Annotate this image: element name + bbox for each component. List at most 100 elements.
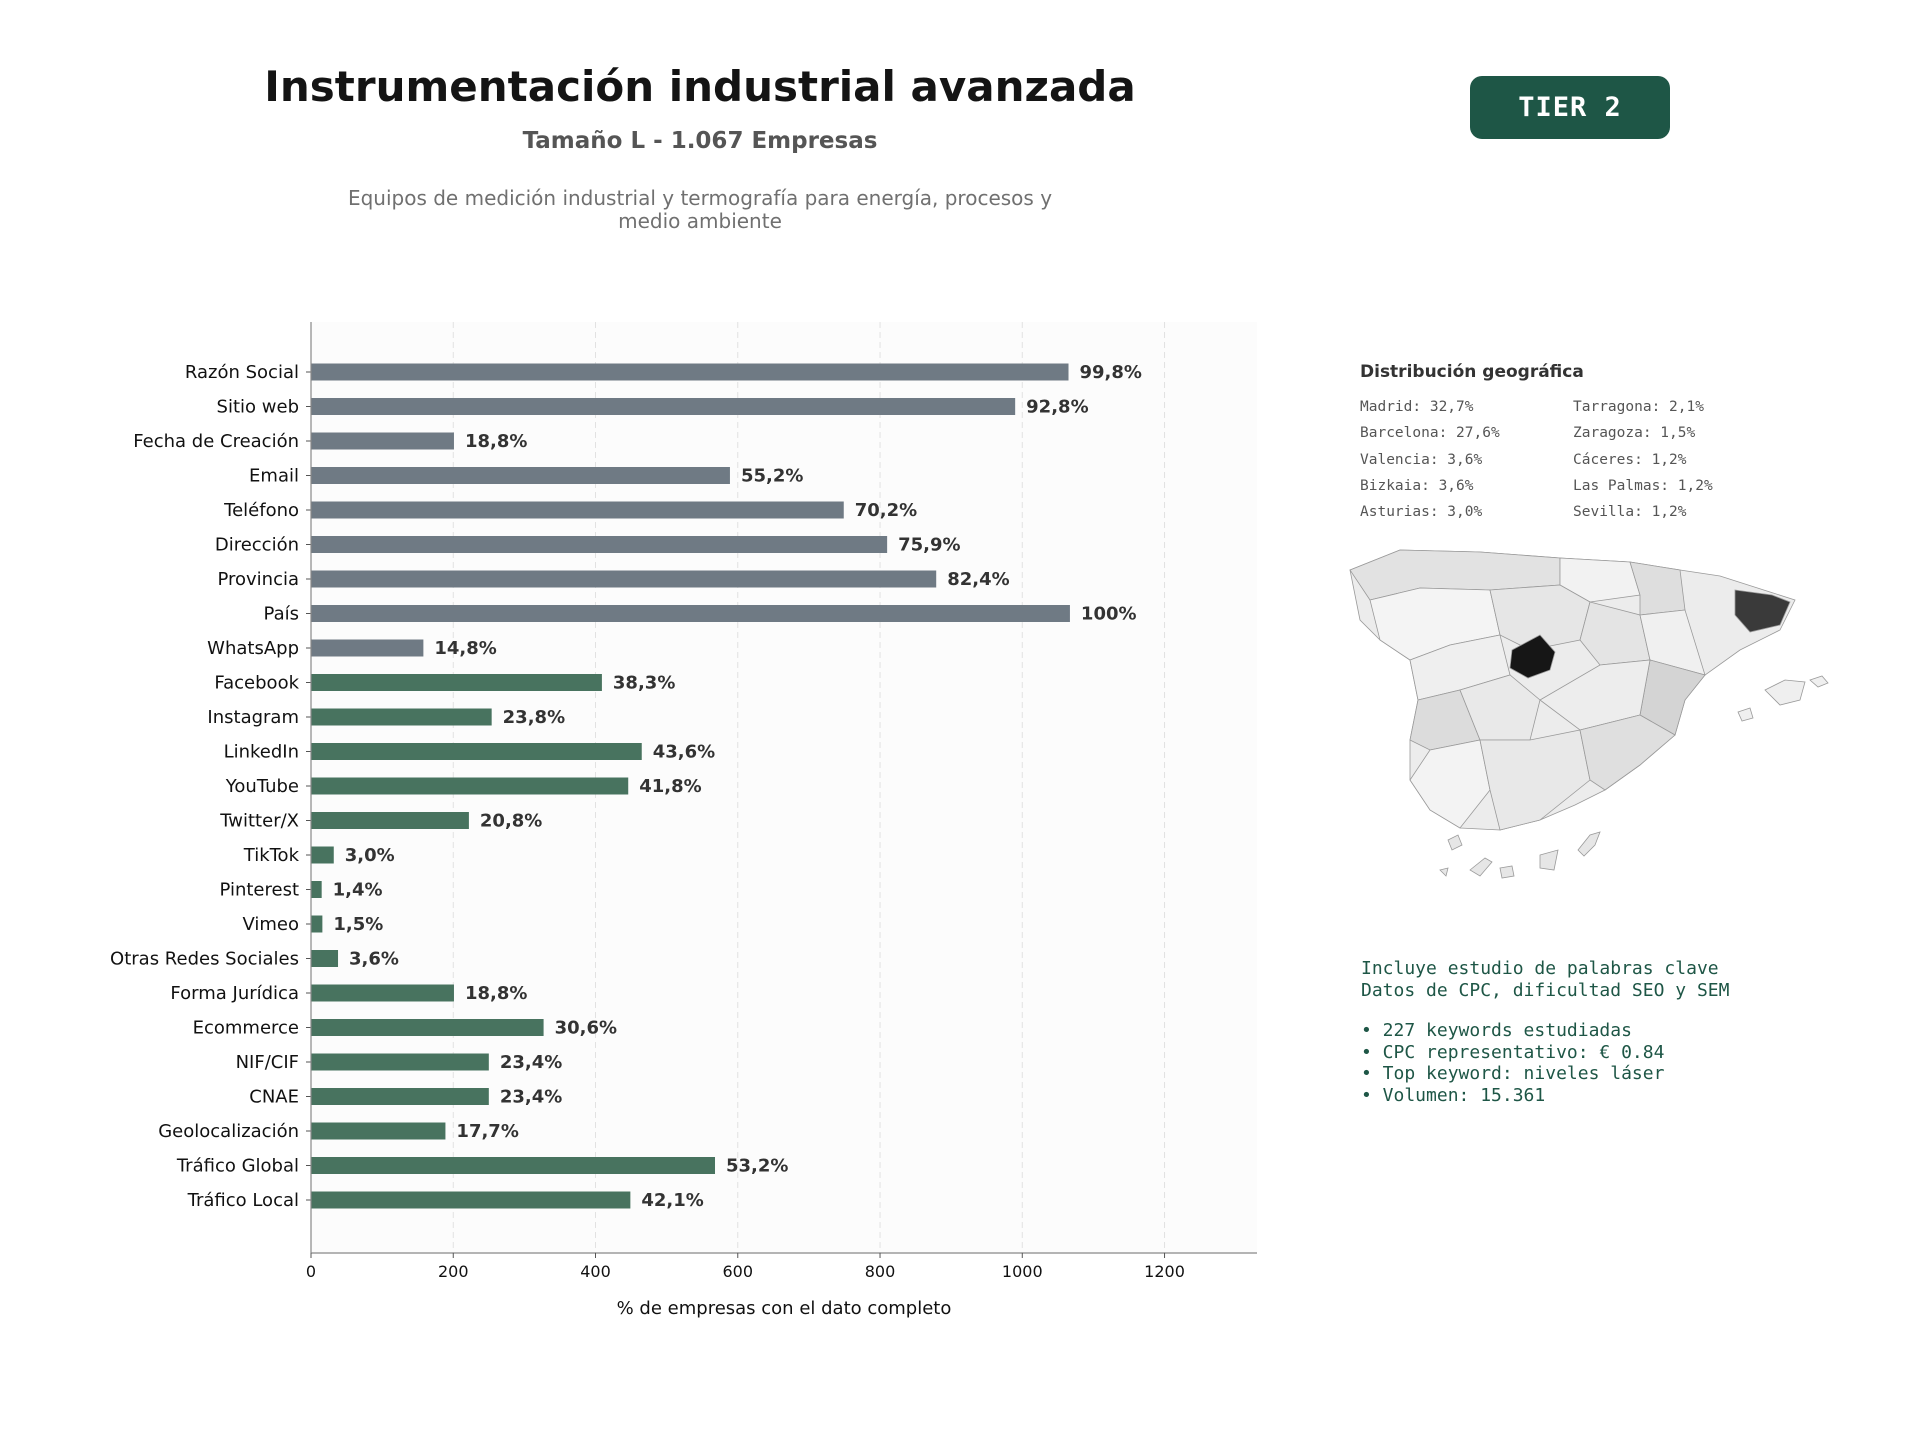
geo-item: Tarragona: 2,1%	[1573, 399, 1704, 415]
data-label: 38,3%	[613, 673, 675, 694]
category-label: Twitter/X	[219, 811, 299, 832]
seo-bullet: • CPC representativo: € 0.84	[1361, 1041, 1665, 1063]
data-label: 42,1%	[641, 1190, 703, 1211]
seo-line: Datos de CPC, dificultad SEO y SEM	[1361, 979, 1730, 1001]
tier-badge: TIER 2	[1470, 76, 1670, 139]
data-label: 75,9%	[898, 535, 960, 556]
page-title: Instrumentación industrial avanzada	[264, 62, 1136, 111]
x-tick-label: 600	[722, 1262, 753, 1281]
category-label: Ecommerce	[193, 1018, 299, 1039]
geo-item: Valencia: 3,6%	[1360, 451, 1483, 468]
category-label: Email	[249, 466, 299, 487]
bar	[311, 398, 1016, 415]
data-label: 18,8%	[465, 431, 527, 452]
geo-item: Asturias: 3,0%	[1360, 504, 1483, 521]
page-subtitle: Tamaño L - 1.067 Empresas	[522, 128, 878, 154]
category-label: YouTube	[225, 776, 299, 797]
bar	[311, 984, 454, 1002]
category-label: CNAE	[249, 1087, 299, 1108]
geo-item: Cáceres: 1,2%	[1573, 451, 1687, 468]
category-label: NIF/CIF	[236, 1052, 299, 1073]
data-label: 23,4%	[500, 1087, 562, 1108]
bar	[311, 467, 730, 484]
geo-list-left: Madrid: 32,7% Barcelona: 27,6% Valencia:…	[1360, 399, 1500, 530]
category-label: Pinterest	[219, 880, 299, 901]
bar	[311, 605, 1070, 622]
geo-list-right: Tarragona: 2,1% Zaragoza: 1,5% Cáceres: …	[1573, 399, 1713, 530]
geo-item: Las Palmas: 1,2%	[1573, 477, 1713, 494]
geo-item: Barcelona: 27,6%	[1360, 425, 1500, 442]
data-label: 82,4%	[947, 569, 1009, 590]
bar	[311, 743, 642, 760]
category-label: TikTok	[243, 845, 300, 866]
data-label: 18,8%	[465, 983, 527, 1004]
category-label: Tráfico Local	[187, 1190, 299, 1211]
x-tick-label: 1200	[1144, 1262, 1185, 1281]
category-label: Teléfono	[223, 500, 299, 521]
data-label: 92,8%	[1026, 397, 1088, 418]
category-label: Dirección	[215, 535, 299, 556]
data-label: 99,8%	[1080, 362, 1142, 383]
bar	[311, 501, 844, 519]
category-label: Instagram	[207, 707, 299, 728]
category-label: Geolocalización	[158, 1121, 299, 1142]
x-tick-label: 200	[438, 1262, 469, 1281]
category-label: WhatsApp	[207, 638, 299, 659]
bar	[311, 674, 602, 691]
category-label: Tráfico Global	[176, 1156, 299, 1177]
spain-map	[1349, 549, 1829, 879]
bar	[311, 1088, 489, 1105]
category-label: Facebook	[214, 673, 299, 694]
category-label: Fecha de Creación	[133, 431, 299, 452]
bar	[311, 1157, 716, 1174]
x-tick-label: 800	[865, 1262, 896, 1281]
x-tick-label: 0	[306, 1262, 316, 1281]
data-label: 55,2%	[741, 466, 803, 487]
data-label: 100%	[1081, 604, 1137, 625]
bar	[311, 536, 888, 553]
seo-info: Incluye estudio de palabras clave Datos d…	[1361, 958, 1729, 1106]
data-label: 3,0%	[345, 845, 395, 866]
bar	[311, 639, 424, 657]
bar	[311, 1019, 544, 1036]
bar	[311, 812, 469, 829]
category-label: País	[264, 604, 299, 625]
seo-bullet: • Top keyword: niveles láser	[1361, 1063, 1665, 1084]
category-label: Vimeo	[242, 914, 299, 935]
bar	[311, 881, 322, 898]
x-tick-label: 400	[580, 1262, 611, 1281]
data-label: 17,7%	[456, 1121, 518, 1142]
geo-item: Madrid: 32,7%	[1360, 399, 1474, 415]
barcelona-region	[1734, 589, 1791, 633]
data-label: 23,4%	[500, 1052, 562, 1073]
seo-bullet: • 227 keywords estudiadas	[1361, 1020, 1632, 1041]
bar	[311, 1122, 446, 1140]
category-label: Provincia	[217, 569, 299, 590]
geo-item: Zaragoza: 1,5%	[1573, 425, 1696, 442]
category-label: Otras Redes Sociales	[110, 949, 299, 970]
seo-line: Incluye estudio de palabras clave	[1361, 958, 1719, 979]
bar	[311, 570, 937, 588]
data-label: 70,2%	[855, 500, 917, 521]
data-label: 1,5%	[333, 914, 383, 935]
data-label: 30,6%	[555, 1018, 617, 1039]
x-tick-label: 1000	[1002, 1262, 1043, 1281]
geo-item: Bizkaia: 3,6%	[1360, 477, 1474, 494]
bar	[311, 1053, 489, 1071]
bar	[311, 846, 334, 864]
category-label: Sitio web	[217, 397, 299, 418]
data-label: 1,4%	[333, 880, 383, 901]
page-description: Equipos de medición industrial y termogr…	[347, 186, 1053, 233]
data-label: 41,8%	[639, 776, 701, 797]
seo-bullet: • Volumen: 15.361	[1361, 1084, 1546, 1106]
category-label: Razón Social	[185, 362, 299, 383]
bar	[311, 777, 629, 795]
category-label: LinkedIn	[224, 742, 299, 763]
x-axis-title: % de empresas con el dato completo	[617, 1298, 952, 1319]
bar-chart: Razón Social 99,8% Sitio web 92,8% Fecha de …	[110, 322, 1257, 1319]
data-label: 43,6%	[653, 742, 715, 763]
bar	[311, 363, 1069, 381]
data-label: 3,6%	[349, 949, 399, 970]
data-label: 20,8%	[480, 811, 542, 832]
data-label: 23,8%	[503, 707, 565, 728]
